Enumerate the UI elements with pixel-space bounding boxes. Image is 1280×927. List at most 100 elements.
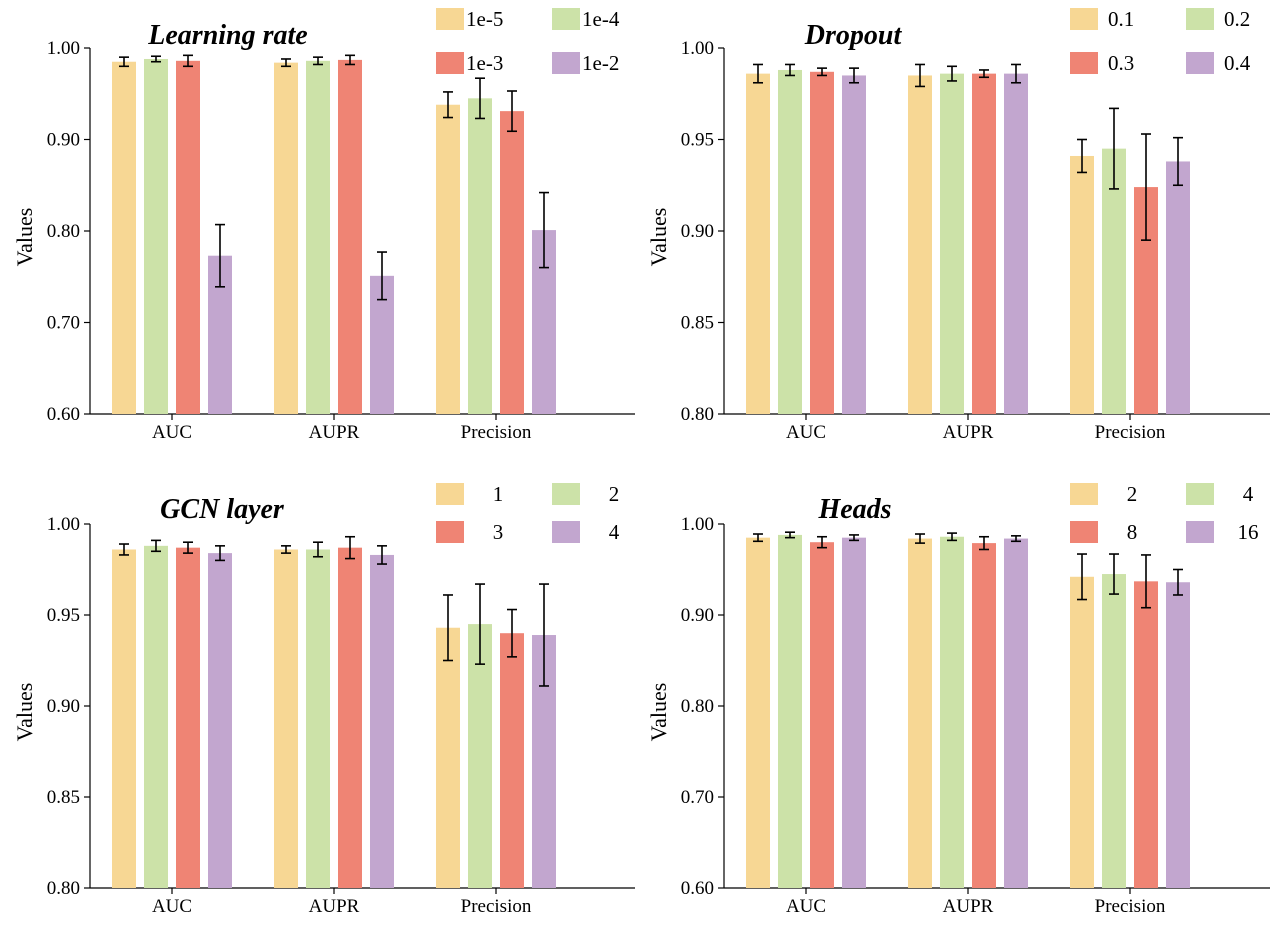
x-tick-label: AUC — [786, 422, 826, 443]
legend-swatch — [1186, 521, 1214, 543]
legend-label: 1e-5 — [466, 7, 503, 31]
bar — [176, 547, 200, 888]
legend-swatch — [1070, 521, 1098, 543]
panel-title: Heads — [817, 494, 891, 525]
panel-title: Dropout — [804, 20, 903, 51]
y-axis-title: Values — [12, 683, 37, 742]
bar — [810, 71, 834, 414]
legend-swatch — [1070, 52, 1098, 74]
y-tick-label: 1.00 — [47, 514, 80, 535]
legend-swatch — [436, 52, 464, 74]
x-tick-label: AUC — [152, 896, 192, 917]
legend-swatch — [436, 483, 464, 505]
legend-label: 2 — [1127, 482, 1138, 506]
bar — [1166, 161, 1190, 414]
x-tick-label: Precision — [461, 422, 532, 443]
legend-label: 4 — [1243, 482, 1254, 506]
bar — [370, 554, 394, 888]
y-tick-label: 0.95 — [47, 605, 80, 626]
x-tick-label: AUPR — [309, 896, 360, 917]
bar — [1134, 581, 1158, 888]
y-tick-label: 0.90 — [47, 696, 80, 717]
panel-title: Learning rate — [147, 20, 307, 51]
y-tick-label: 1.00 — [681, 514, 714, 535]
legend-label: 4 — [609, 520, 620, 544]
bar — [972, 543, 996, 888]
bar — [112, 549, 136, 888]
x-tick-label: Precision — [1095, 896, 1166, 917]
y-tick-label: 0.60 — [681, 878, 714, 899]
y-tick-label: 0.85 — [47, 787, 80, 808]
x-tick-label: AUPR — [309, 422, 360, 443]
legend-label: 1e-2 — [582, 51, 619, 75]
bar — [436, 104, 460, 414]
legend-swatch — [436, 521, 464, 543]
x-tick-label: AUC — [786, 896, 826, 917]
legend-swatch — [1186, 52, 1214, 74]
bar — [1102, 574, 1126, 888]
legend-label: 1 — [493, 482, 504, 506]
bar — [144, 58, 168, 414]
bar — [338, 547, 362, 888]
y-tick-label: 0.70 — [47, 313, 80, 334]
bar — [468, 98, 492, 414]
bar — [746, 537, 770, 888]
bar — [436, 627, 460, 888]
bar — [972, 73, 996, 415]
legend-swatch — [1070, 8, 1098, 30]
y-tick-label: 0.80 — [47, 221, 80, 242]
bar — [306, 549, 330, 888]
bar — [1070, 576, 1094, 888]
bar — [1004, 73, 1028, 415]
bar — [274, 549, 298, 888]
legend-swatch — [1186, 8, 1214, 30]
legend-label: 1e-3 — [466, 51, 503, 75]
y-tick-label: 0.90 — [47, 130, 80, 151]
legend-swatch — [1070, 483, 1098, 505]
y-tick-label: 0.70 — [681, 787, 714, 808]
legend-label: 8 — [1127, 520, 1138, 544]
bar — [1166, 582, 1190, 888]
legend-label: 0.2 — [1224, 7, 1250, 31]
bar — [500, 111, 524, 414]
panel-gcn-layer: 0.80 0.85 0.90 0.95 1.00 Values AUC AUPR Precisi… — [12, 482, 635, 917]
legend-swatch — [552, 8, 580, 30]
legend-label: 0.4 — [1224, 51, 1251, 75]
legend-label: 0.1 — [1108, 7, 1134, 31]
y-tick-label: 0.60 — [47, 404, 80, 425]
bar — [1102, 148, 1126, 414]
bar — [176, 60, 200, 415]
bar — [940, 73, 964, 415]
panel-heads: 0.60 0.70 0.80 0.90 1.00 Values AUC AUPR Precisi… — [646, 482, 1270, 917]
y-tick-label: 0.80 — [47, 878, 80, 899]
y-axis-title: Values — [646, 683, 671, 742]
bar — [338, 59, 362, 415]
bar — [500, 633, 524, 888]
bar — [1004, 538, 1028, 888]
bar — [112, 61, 136, 414]
y-tick-label: 0.95 — [681, 130, 714, 151]
legend-swatch — [1186, 483, 1214, 505]
x-tick-label: AUPR — [943, 896, 994, 917]
bar — [208, 553, 232, 888]
legend-label: 1e-4 — [582, 7, 620, 31]
y-tick-label: 0.80 — [681, 696, 714, 717]
bar — [908, 75, 932, 414]
x-tick-label: Precision — [461, 896, 532, 917]
legend-swatch — [552, 483, 580, 505]
y-tick-label: 0.90 — [681, 605, 714, 626]
bar — [746, 73, 770, 415]
bar — [468, 624, 492, 888]
legend-label: 2 — [609, 482, 620, 506]
bar — [1070, 155, 1094, 414]
y-tick-label: 1.00 — [47, 38, 80, 59]
legend-label: 3 — [493, 520, 504, 544]
legend-label: 16 — [1238, 520, 1259, 544]
bar — [144, 545, 168, 888]
y-tick-label: 1.00 — [681, 38, 714, 59]
bar — [842, 537, 866, 888]
bar — [908, 538, 932, 888]
bar — [778, 69, 802, 415]
panel-title: GCN layer — [160, 494, 285, 525]
